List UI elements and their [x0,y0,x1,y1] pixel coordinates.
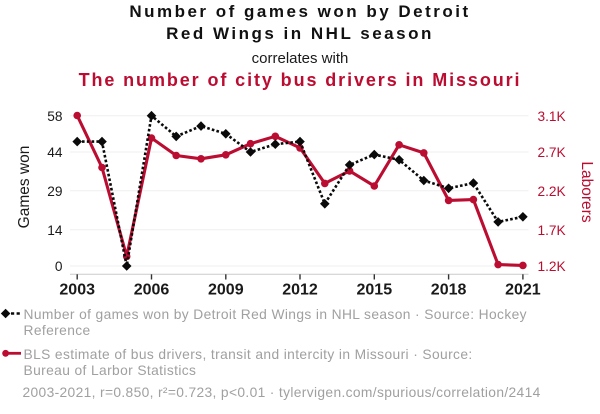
svg-text:2.7K: 2.7K [538,145,566,160]
svg-text:0: 0 [55,259,63,274]
svg-text:Laborers: Laborers [578,161,595,222]
svg-text:2009: 2009 [208,282,244,299]
svg-text:1.7K: 1.7K [538,223,566,238]
svg-text:2021: 2021 [505,282,541,299]
svg-text:2012: 2012 [282,282,318,299]
svg-text:2006: 2006 [134,282,170,299]
svg-text:2003: 2003 [59,282,95,299]
svg-text:2.2K: 2.2K [538,184,566,199]
svg-text:1.2K: 1.2K [538,259,566,274]
svg-text:3.1K: 3.1K [538,109,566,124]
svg-text:44: 44 [47,145,63,160]
svg-text:Games won: Games won [16,146,33,229]
svg-text:29: 29 [47,184,62,199]
svg-text:14: 14 [47,223,63,238]
svg-text:58: 58 [47,109,63,124]
svg-text:2015: 2015 [357,282,393,299]
svg-text:2018: 2018 [431,282,467,299]
